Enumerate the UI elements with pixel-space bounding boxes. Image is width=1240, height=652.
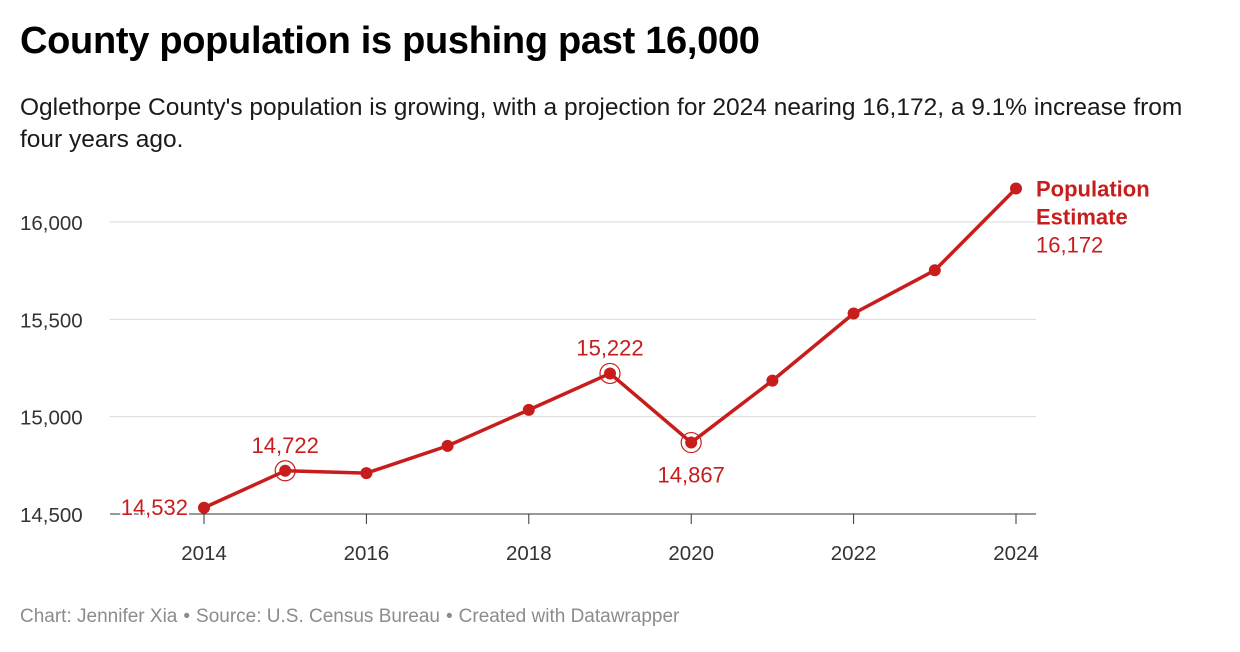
point-layer: [198, 182, 1022, 514]
value-annotation: 14,532: [121, 495, 188, 520]
highlight-ring: [680, 431, 702, 454]
series-end-label: Estimate: [1036, 205, 1128, 230]
x-tick-label: 2020: [668, 542, 714, 565]
data-point: [928, 264, 941, 277]
value-annotation: 14,722: [252, 433, 319, 458]
byline: Chart: Jennifer Xia: [20, 606, 178, 627]
data-point: [766, 374, 779, 387]
value-annotation: 14,867: [658, 463, 725, 488]
x-tick-label: 2014: [181, 542, 227, 565]
label-layer: 14,532 14,722 15,222 14,867 Population Estima…: [119, 177, 1150, 522]
grid-layer: [110, 221, 1036, 515]
x-tick-label: 2024: [993, 542, 1039, 565]
y-tick-label: 15,500: [20, 309, 83, 332]
chart-title: County population is pushing past 16,000: [20, 20, 760, 62]
chart-footer: Chart: Jennifer Xia • Source: U.S. Census …: [20, 606, 679, 628]
created-with-note: Created with Datawrapper: [458, 606, 680, 627]
series-end-label: Population: [1036, 177, 1150, 202]
data-point: [1010, 182, 1022, 195]
value-annotation: 15,222: [576, 335, 643, 360]
line-chart: 14,500 15,000 15,500 16,000 2014 2016 2018 2020…: [20, 177, 1150, 565]
y-tick-label: 16,000: [20, 212, 83, 235]
axis-layer: 14,500 15,000 15,500 16,000 2014 2016 2018 2020…: [20, 212, 1039, 565]
y-tick-label: 15,000: [20, 407, 83, 430]
data-point: [198, 501, 210, 514]
separator: •: [183, 606, 191, 627]
data-point: [360, 467, 373, 480]
chart-subtitle: Oglethorpe County's population is growin…: [20, 94, 1183, 153]
data-point: [604, 367, 616, 380]
data-point: [441, 439, 454, 452]
data-point: [279, 464, 292, 477]
separator: •: [445, 606, 453, 627]
highlight-ring: [274, 460, 296, 482]
x-tick-label: 2022: [831, 542, 877, 565]
data-point: [685, 436, 698, 449]
data-point: [522, 403, 535, 416]
source-note: Source: U.S. Census Bureau: [196, 606, 440, 627]
highlight-ring: [599, 362, 621, 385]
x-tick-label: 2016: [344, 542, 390, 565]
series-end-value: 16,172: [1036, 233, 1103, 258]
y-tick-label: 14,500: [20, 504, 83, 527]
data-point: [847, 307, 860, 320]
x-tick-label: 2018: [506, 542, 552, 565]
